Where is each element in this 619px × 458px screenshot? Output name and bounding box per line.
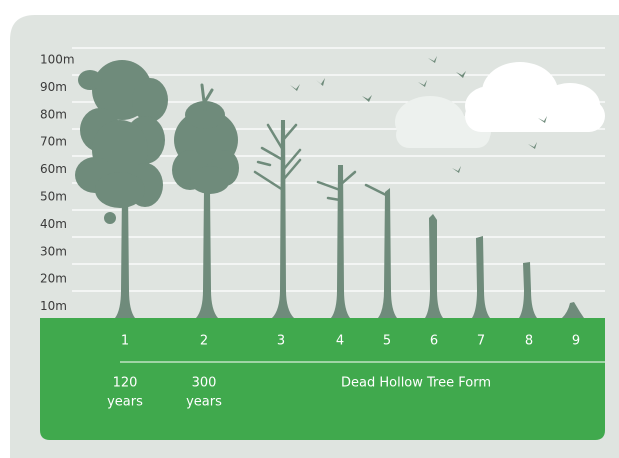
height-label: 40m bbox=[40, 217, 67, 231]
tree-number: 7 bbox=[477, 334, 485, 349]
height-label: 100m bbox=[40, 53, 75, 67]
tree-number: 8 bbox=[525, 334, 533, 349]
height-label: 50m bbox=[40, 190, 67, 204]
caption: Dead Hollow Tree Form bbox=[341, 376, 491, 391]
height-label: 70m bbox=[40, 135, 67, 149]
tree-number: 5 bbox=[383, 334, 391, 349]
age-label: 300 bbox=[192, 376, 217, 391]
height-label: 30m bbox=[40, 244, 67, 258]
age-label: 120 bbox=[113, 376, 138, 391]
height-label: 80m bbox=[40, 107, 67, 121]
tree-number: 3 bbox=[277, 334, 285, 349]
tree-number: 6 bbox=[430, 334, 438, 349]
height-label: 20m bbox=[40, 272, 67, 286]
height-label: 90m bbox=[40, 80, 67, 94]
age-label: years bbox=[186, 395, 222, 410]
tree-number: 1 bbox=[121, 334, 129, 349]
age-label: years bbox=[107, 395, 143, 410]
height-label: 60m bbox=[40, 162, 67, 176]
infographic: Dead Hollow Tree Form 100m 90m 80m 70m 60m 50… bbox=[0, 0, 619, 458]
height-label: 10m bbox=[40, 299, 67, 313]
tree-number: 4 bbox=[336, 334, 344, 349]
tree-number: 9 bbox=[572, 334, 580, 349]
tree-number: 2 bbox=[200, 334, 208, 349]
